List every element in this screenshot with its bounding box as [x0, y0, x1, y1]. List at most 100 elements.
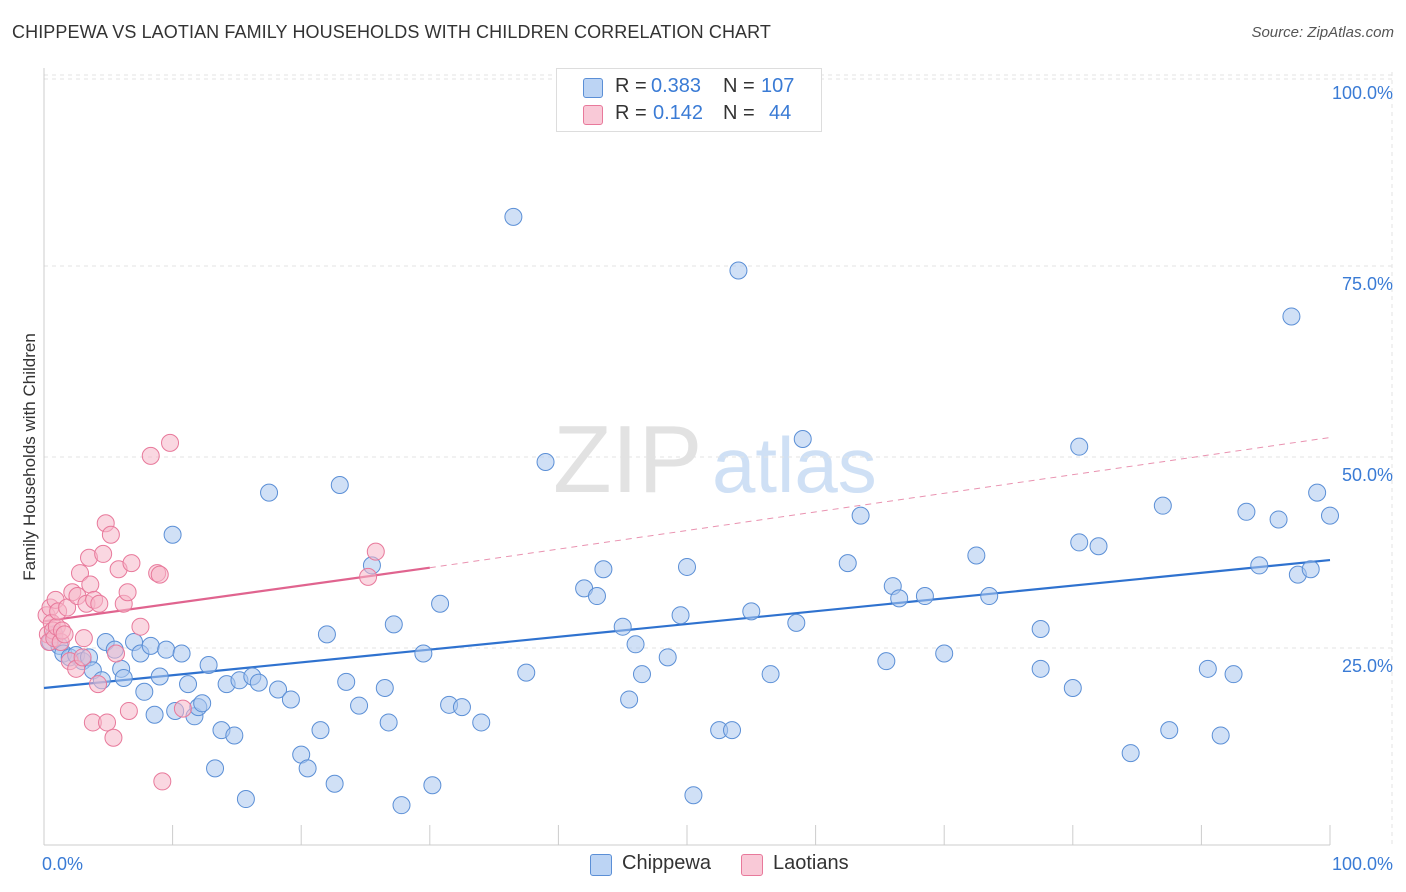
legend-r-value: 0.383 — [651, 75, 702, 97]
chippewa-point — [1301, 560, 1320, 579]
chippewa-point — [594, 560, 613, 579]
chippewa-point — [1198, 659, 1217, 678]
chippewa-point — [517, 663, 536, 682]
legend-row-chippewa: R = 0.383 N = 107 — [557, 74, 821, 100]
chippewa-swatch — [583, 78, 603, 98]
chippewa-point — [317, 625, 336, 644]
chippewa-point — [1063, 678, 1082, 697]
tick-labels: 0.0% 100.0% 25.0% 50.0% 75.0% 100.0% — [42, 83, 1393, 874]
chippewa-point — [330, 475, 349, 494]
legend-n-label: N = — [723, 75, 755, 97]
chippewa-point — [761, 665, 780, 684]
chippewa-point — [729, 261, 748, 280]
chippewa-point — [1089, 537, 1108, 556]
chippewa-point — [172, 644, 191, 663]
laotians-point — [107, 644, 126, 663]
stats-legend: R = 0.383 N = 107 R = 0.142 N = 44 — [556, 68, 822, 132]
chippewa-point — [1153, 496, 1172, 515]
laotians-point — [161, 433, 180, 452]
chippewa-point — [723, 721, 742, 740]
laotians-point — [71, 564, 90, 583]
chippewa-point — [915, 587, 934, 606]
chippewa-point — [199, 655, 218, 674]
legend-label: Laotians — [773, 852, 849, 874]
laotians-point — [90, 594, 109, 613]
laotians-point — [173, 699, 192, 718]
x-tick-label: 100.0% — [1332, 854, 1393, 874]
y-tick-label: 25.0% — [1342, 656, 1393, 676]
laotians-point — [118, 583, 137, 602]
chippewa-point — [249, 673, 268, 692]
legend-row-laotians: R = 0.142 N = 44 — [557, 101, 821, 127]
chippewa-point — [620, 690, 639, 709]
chippewa-point — [145, 705, 164, 724]
legend-r-value: 0.142 — [653, 102, 704, 124]
chippewa-point — [1211, 726, 1230, 745]
laotians-swatch — [583, 105, 603, 125]
chippewa-point — [114, 669, 133, 688]
chippewa-point — [967, 546, 986, 565]
chippewa-point — [980, 587, 999, 606]
chippewa-point — [281, 690, 300, 709]
chippewa-point — [742, 602, 761, 621]
chippewa-point — [193, 694, 212, 713]
chippewa-point — [1031, 659, 1050, 678]
chippewa-point — [851, 506, 870, 525]
chippewa-point — [298, 759, 317, 778]
chippewa-point — [658, 648, 677, 667]
series-legend: Chippewa Laotians — [0, 851, 1406, 879]
laotians-point — [153, 772, 172, 791]
chippewa-point — [1308, 483, 1327, 502]
chippewa-point — [375, 678, 394, 697]
chippewa-point — [141, 636, 160, 655]
chippewa-point — [225, 726, 244, 745]
chippewa-point — [1224, 665, 1243, 684]
laotians-swatch — [741, 854, 763, 876]
chippewa-point — [793, 430, 812, 449]
laotians-point — [74, 629, 93, 648]
chippewa-point — [269, 680, 288, 699]
chippewa-point — [890, 589, 909, 608]
chippewa-point — [838, 554, 857, 573]
y-tick-label: 100.0% — [1332, 83, 1393, 103]
chippewa-point — [179, 675, 198, 694]
chippewa-point — [877, 652, 896, 671]
chippewa-point — [1321, 506, 1339, 525]
chippewa-point — [452, 698, 471, 717]
laotians-point — [104, 728, 123, 747]
chippewa-trend-line — [43, 558, 1331, 690]
chippewa-point — [787, 613, 806, 632]
chippewa-point — [1269, 510, 1288, 529]
chippewa-point — [423, 776, 442, 795]
chippewa-point — [1237, 502, 1256, 521]
chippewa-point — [414, 644, 433, 663]
chippewa-point — [163, 525, 182, 544]
watermark-atlas: atlas — [712, 421, 877, 509]
chippewa-point — [626, 635, 645, 654]
laotians-point — [73, 648, 92, 667]
chippewa-point — [379, 713, 398, 732]
chippewa-point — [206, 759, 225, 778]
chippewa-point — [671, 606, 690, 625]
chippewa-point — [311, 721, 330, 740]
laotians-point — [359, 567, 378, 586]
chippewa-point — [684, 786, 703, 805]
chippewa-point — [1160, 721, 1179, 740]
chippewa-point — [236, 790, 255, 809]
chippewa-point — [935, 644, 954, 663]
y-tick-label: 50.0% — [1342, 465, 1393, 485]
chippewa-point — [536, 453, 555, 471]
chippewa-point — [1070, 533, 1089, 552]
legend-n-value: 107 — [761, 75, 795, 97]
chippewa-point — [472, 713, 491, 732]
chippewa-point — [1282, 307, 1301, 326]
data-points — [37, 207, 1339, 815]
chippewa-point — [1031, 619, 1050, 638]
watermark-zip: ZIP — [553, 406, 702, 513]
chippewa-point — [1250, 556, 1269, 575]
x-tick-label: 0.0% — [42, 854, 83, 874]
laotians-point — [366, 542, 385, 561]
chippewa-point — [135, 682, 154, 701]
chippewa-point — [150, 667, 169, 686]
laotians-point — [122, 554, 141, 573]
